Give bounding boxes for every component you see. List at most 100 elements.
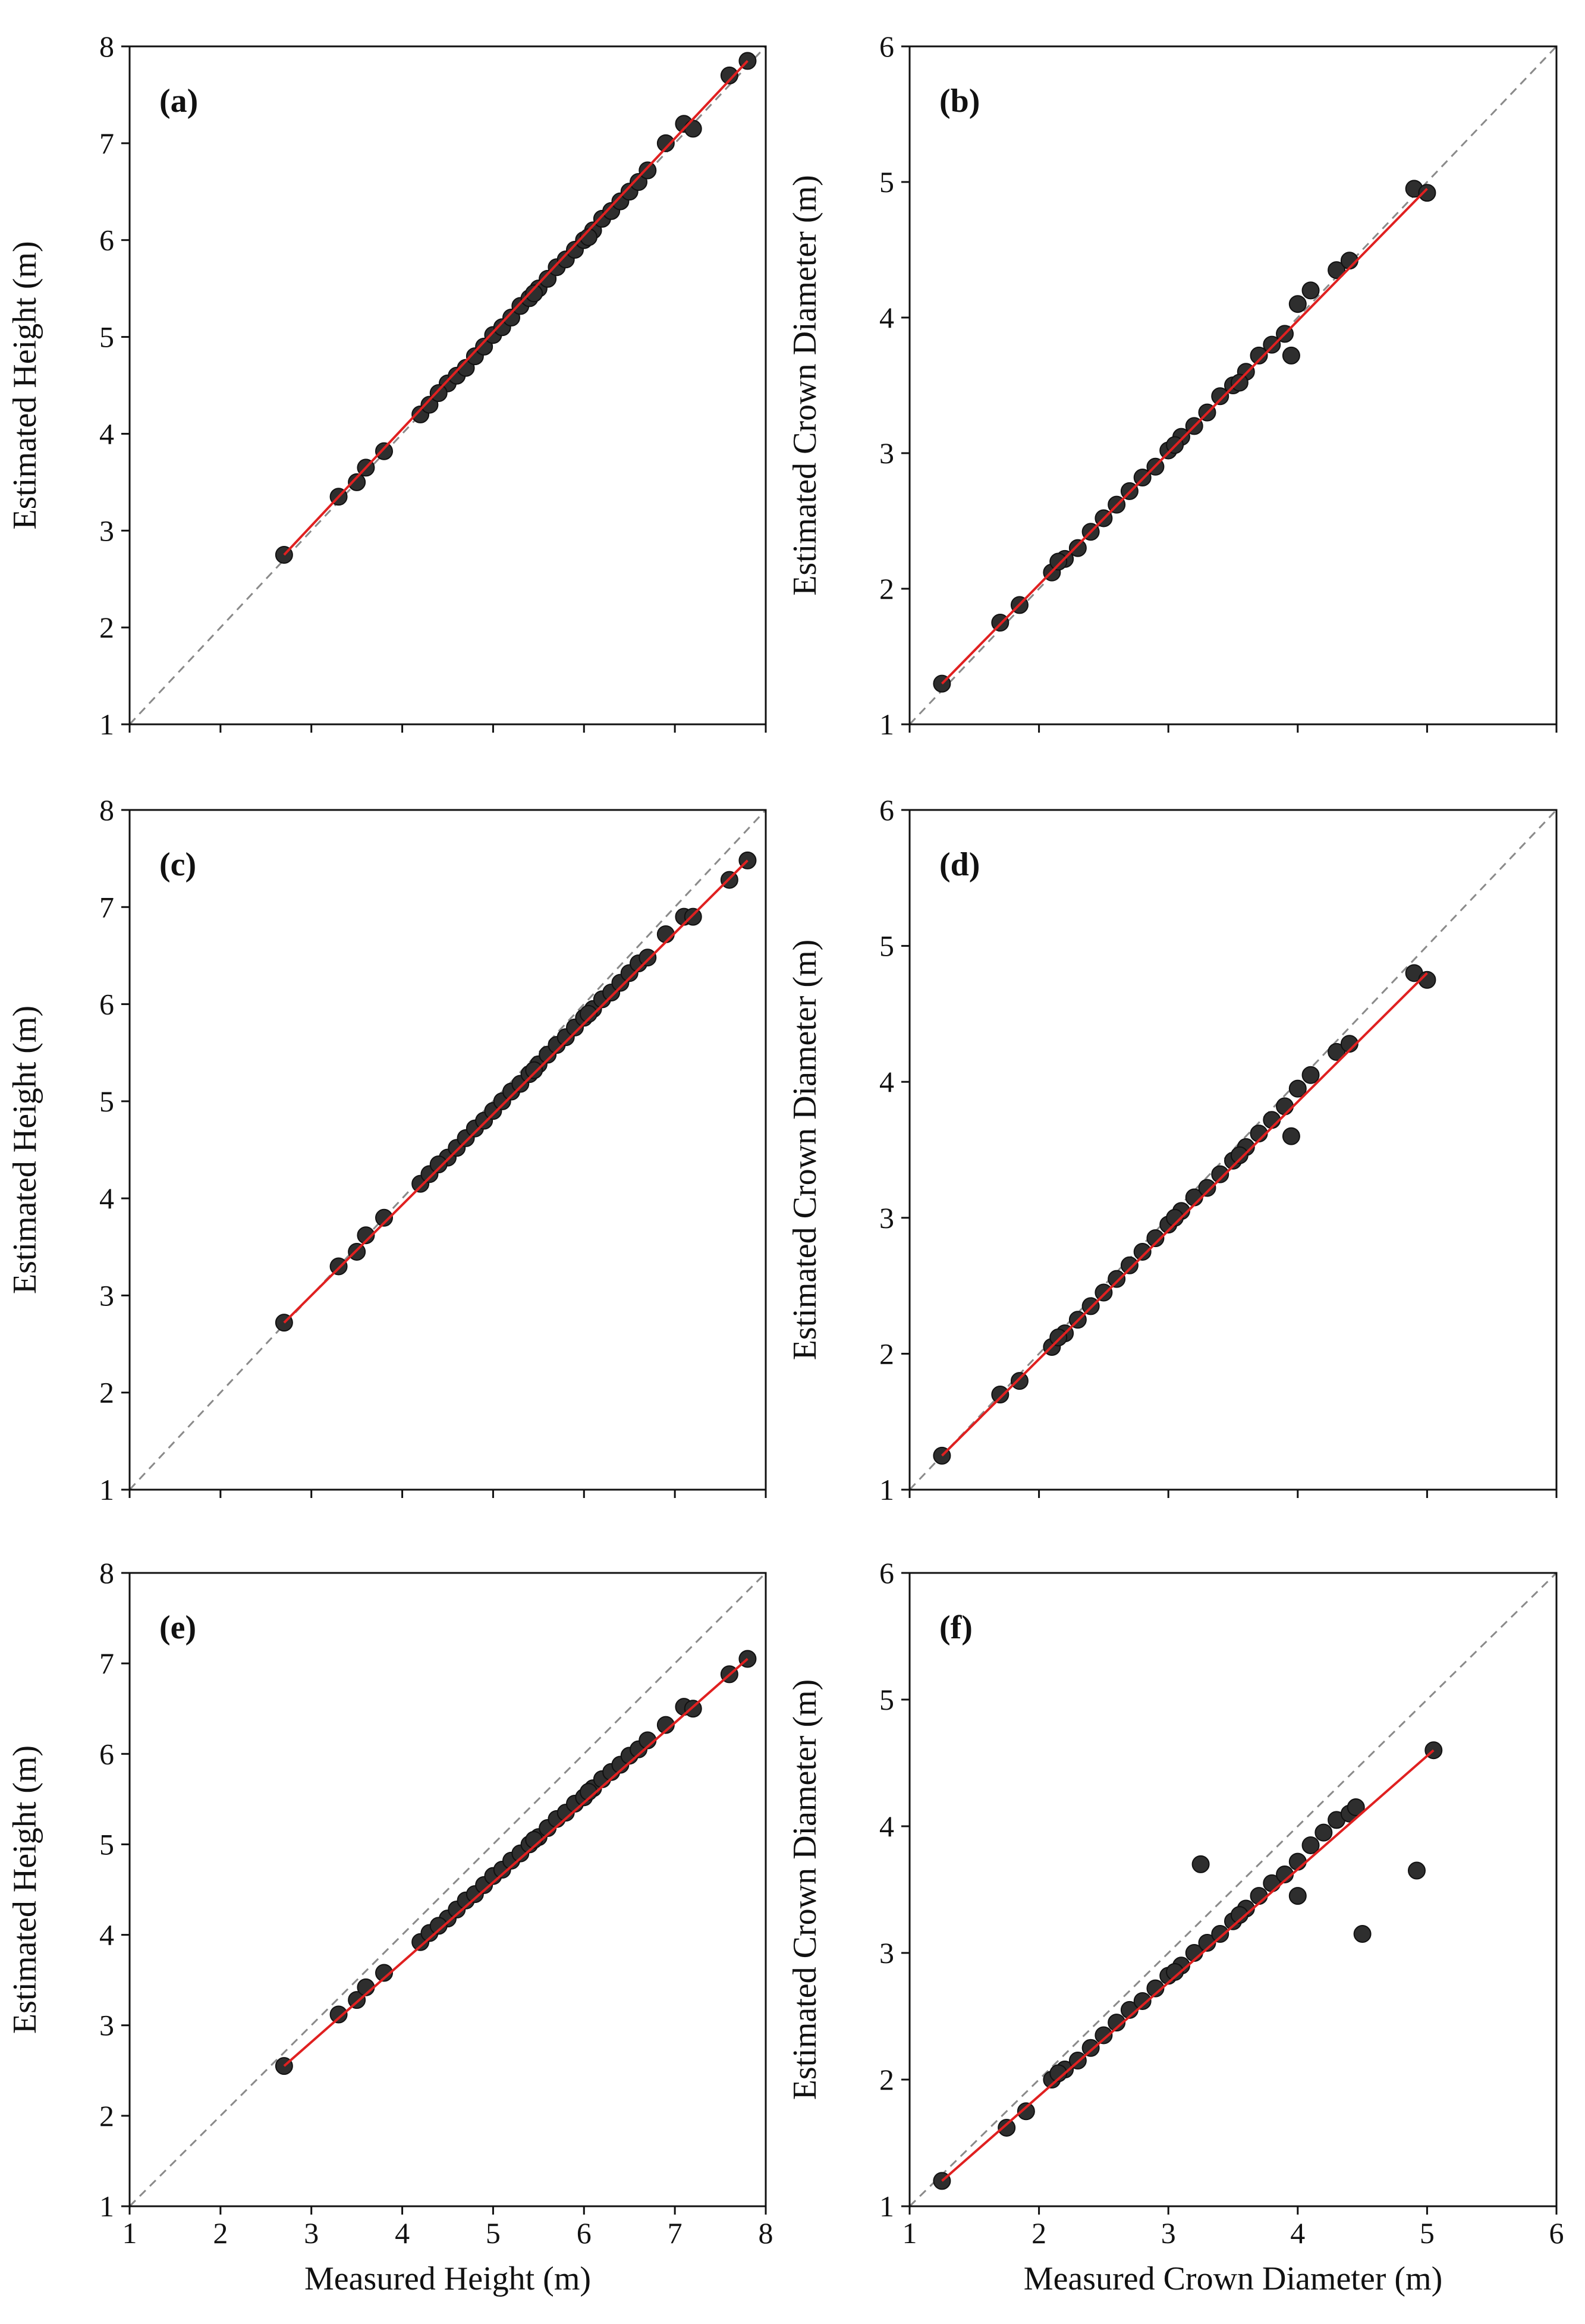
x-tick-label: 4 bbox=[1290, 2216, 1305, 2250]
y-tick-label: 2 bbox=[99, 2099, 114, 2133]
data-point bbox=[1340, 1035, 1358, 1053]
y-tick-label: 6 bbox=[99, 1737, 114, 1770]
data-point bbox=[502, 309, 520, 326]
fit-line bbox=[941, 187, 1428, 685]
data-point bbox=[1095, 1283, 1113, 1302]
y-tick-label: 7 bbox=[99, 127, 114, 160]
y-axis-label: Estimated Crown Diameter (m) bbox=[787, 940, 823, 1361]
y-tick-label: 4 bbox=[99, 1182, 114, 1215]
y-tick-label: 1 bbox=[879, 2190, 894, 2223]
y-tick-label: 5 bbox=[879, 1683, 894, 1716]
x-axis-label: Measured Crown Diameter (m) bbox=[1024, 2260, 1442, 2297]
x-tick-label: 1 bbox=[902, 2216, 917, 2250]
data-point bbox=[1211, 1925, 1229, 1943]
y-tick-label: 5 bbox=[99, 321, 114, 354]
panel-e: 1 2 3 4 5 6 7 8 1 2 3 4 5 6 7 8 (e) Estimated Height (m) M… bbox=[7, 1556, 773, 2297]
data-point bbox=[375, 1964, 393, 1982]
data-point bbox=[998, 2118, 1016, 2137]
y-tick-label: 5 bbox=[99, 1085, 114, 1118]
x-tick-label: 7 bbox=[668, 2216, 683, 2250]
x-tick-label: 6 bbox=[577, 2216, 592, 2250]
y-tick-label: 7 bbox=[99, 890, 114, 924]
data-point bbox=[357, 1226, 375, 1245]
data-point bbox=[1010, 1372, 1029, 1390]
y-tick-label: 3 bbox=[99, 1279, 114, 1312]
y-tick-label: 4 bbox=[879, 1065, 894, 1098]
y-axis-label: Estimated Height (m) bbox=[7, 241, 43, 529]
fit-line bbox=[941, 1749, 1435, 2182]
x-tick-label: 3 bbox=[304, 2216, 319, 2250]
data-point bbox=[1049, 2064, 1068, 2083]
y-tick-label: 6 bbox=[99, 224, 114, 257]
panel-label: (b) bbox=[939, 83, 980, 120]
y-tick-label: 4 bbox=[99, 1918, 114, 1952]
data-point bbox=[1068, 539, 1087, 557]
y-tick-label: 3 bbox=[879, 1201, 894, 1235]
data-point bbox=[329, 2005, 348, 2024]
y-axis-label: Estimated Crown Diameter (m) bbox=[787, 175, 823, 596]
data-point bbox=[1108, 2014, 1126, 2032]
data-point bbox=[579, 1004, 597, 1023]
data-point bbox=[1263, 1111, 1281, 1129]
data-point bbox=[1133, 1242, 1152, 1261]
data-point bbox=[1328, 1042, 1346, 1061]
y-tick-label: 2 bbox=[879, 2063, 894, 2096]
data-point bbox=[684, 907, 702, 926]
data-point bbox=[1230, 1146, 1248, 1164]
data-point bbox=[348, 473, 366, 491]
data-point bbox=[1418, 184, 1436, 202]
x-tick-label: 6 bbox=[1549, 2216, 1564, 2250]
y-tick-label: 3 bbox=[879, 1936, 894, 1970]
data-point bbox=[1282, 1127, 1300, 1145]
data-point bbox=[1288, 1079, 1307, 1098]
x-tick-label: 3 bbox=[1161, 2216, 1176, 2250]
data-point bbox=[375, 442, 393, 460]
data-point bbox=[1211, 387, 1229, 406]
y-tick-label: 5 bbox=[879, 929, 894, 963]
x-tick-label: 5 bbox=[486, 2216, 501, 2250]
data-point bbox=[429, 384, 448, 403]
data-point bbox=[1211, 1165, 1229, 1183]
y-tick-label: 2 bbox=[99, 611, 114, 644]
y-axis-label: Estimated Crown Diameter (m) bbox=[787, 1679, 823, 2100]
data-point bbox=[1288, 295, 1307, 313]
reference-line bbox=[908, 1572, 1558, 2207]
data-point bbox=[656, 925, 675, 944]
data-point bbox=[1328, 261, 1346, 279]
reference-line bbox=[128, 809, 767, 1491]
data-point bbox=[1288, 1852, 1307, 1871]
plot-frame bbox=[908, 45, 1558, 726]
reference-line bbox=[128, 1572, 767, 2207]
data-point bbox=[1301, 1836, 1320, 1854]
data-point bbox=[1017, 2102, 1035, 2121]
x-tick-label: 4 bbox=[395, 2216, 410, 2250]
y-axis-label: Estimated Height (m) bbox=[7, 1006, 43, 1294]
data-point bbox=[1314, 1823, 1333, 1842]
data-point bbox=[1049, 552, 1068, 571]
panel-label: (c) bbox=[159, 846, 196, 883]
y-tick-label: 8 bbox=[99, 1556, 114, 1590]
y-tick-label: 4 bbox=[99, 417, 114, 450]
plot-frame bbox=[908, 1572, 1558, 2207]
y-tick-label: 6 bbox=[99, 988, 114, 1021]
data-point bbox=[1198, 1179, 1216, 1197]
data-point bbox=[429, 1155, 448, 1173]
data-point bbox=[1095, 2026, 1113, 2045]
y-tick-label: 4 bbox=[879, 1810, 894, 1843]
y-tick-label: 3 bbox=[99, 2009, 114, 2042]
data-point bbox=[429, 1917, 448, 1935]
data-point bbox=[539, 269, 557, 288]
data-point bbox=[639, 949, 657, 967]
data-point bbox=[1353, 1925, 1372, 1943]
panel-a: 1 2 3 4 5 6 7 8 (a) Estimated Height (m) bbox=[7, 30, 767, 741]
y-tick-label: 5 bbox=[879, 165, 894, 199]
data-point bbox=[630, 173, 647, 191]
data-point bbox=[1282, 346, 1300, 365]
data-point bbox=[1230, 373, 1248, 392]
y-axis-label: Estimated Height (m) bbox=[7, 1745, 43, 2034]
y-tick-label: 8 bbox=[99, 30, 114, 63]
panel-label: (e) bbox=[159, 1609, 196, 1646]
data-point bbox=[1146, 1229, 1165, 1248]
data-point bbox=[1301, 281, 1320, 300]
